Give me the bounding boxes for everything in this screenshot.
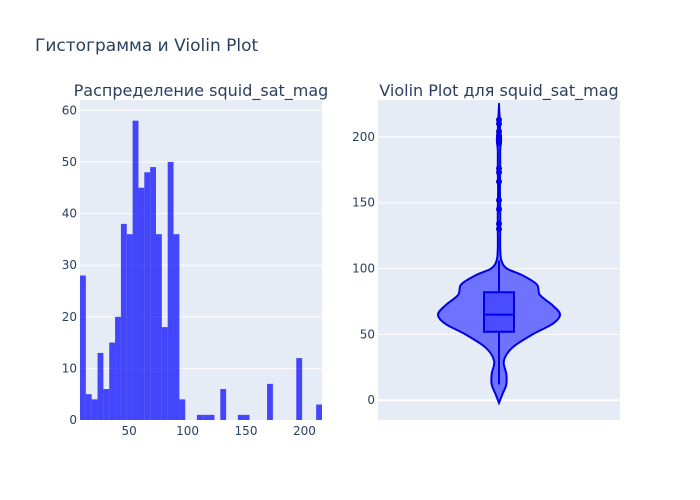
histogram-bar	[196, 414, 203, 420]
violin-y-tick-label: 50	[360, 327, 375, 341]
violin-outlier-point	[496, 128, 502, 135]
histogram-bar	[150, 167, 156, 420]
histogram-bar	[126, 234, 133, 420]
violin-outlier-point	[496, 226, 502, 233]
violin-y-tick-label: 100	[352, 262, 375, 276]
violin-outlier-points	[496, 116, 502, 233]
histogram-bar	[138, 187, 145, 420]
histogram-bar	[115, 316, 121, 420]
histogram-y-tick-label: 50	[62, 155, 77, 169]
histogram-bar	[103, 389, 110, 420]
histogram-bar	[296, 358, 303, 420]
histogram-y-tick-label: 20	[62, 310, 77, 324]
histogram-bar	[173, 234, 180, 420]
violin-outlier-point	[496, 165, 502, 172]
histogram-bar	[316, 404, 322, 420]
violin-y-tick-label: 200	[352, 130, 375, 144]
histogram-bar	[80, 275, 86, 420]
histogram-bar	[120, 223, 127, 420]
violin-outlier-point	[496, 116, 502, 123]
violin-outlier-point	[496, 178, 502, 185]
histogram-bar	[161, 327, 168, 420]
histogram-bar	[85, 394, 92, 420]
histogram-bars	[80, 120, 322, 420]
histogram-bar	[167, 161, 174, 420]
violin-iqr-box	[483, 291, 515, 333]
histogram-bar	[220, 389, 227, 420]
histogram-title: Распределение squid_sat_mag	[74, 81, 329, 101]
histogram-bar	[208, 414, 215, 420]
histogram-bar	[132, 120, 139, 420]
histogram-x-tick-label: 150	[235, 424, 258, 438]
histogram-bar	[202, 414, 209, 420]
histogram-bar	[237, 414, 244, 420]
histogram-bar	[243, 414, 250, 420]
histogram-bar	[109, 342, 116, 420]
violin-shape	[436, 102, 562, 406]
figure-title: Гистограмма и Violin Plot	[35, 36, 259, 56]
histogram-y-tick-label: 30	[62, 258, 77, 272]
violin-outlier-point	[496, 197, 502, 204]
histogram-x-tick-label: 100	[176, 424, 199, 438]
violin-y-tick-label: 150	[352, 196, 375, 210]
violin-y-tick-labels: 0 50 100 150 200	[352, 130, 375, 407]
histogram-y-tick-labels: 0 10 20 30 40 50 60	[62, 103, 77, 427]
violin-body	[436, 102, 562, 406]
violin-panel: 0 50 100 150 200 Violin Plot для squid_sat_m…	[352, 81, 620, 420]
histogram-x-tick-label: 50	[121, 424, 136, 438]
histogram-y-tick-label: 60	[62, 103, 77, 117]
histogram-panel: 0 10 20 30 40 50 60 50 100 150 200 Распределение …	[62, 81, 329, 438]
histogram-x-tick-labels: 50 100 150 200	[121, 424, 315, 438]
histogram-bar	[179, 399, 186, 420]
violin-outlier-point	[496, 220, 502, 227]
violin-title: Violin Plot для squid_sat_mag	[379, 81, 618, 101]
histogram-y-tick-label: 40	[62, 207, 77, 221]
histogram-bar	[97, 352, 104, 420]
histogram-bar	[267, 383, 273, 420]
violin-y-tick-label: 0	[367, 393, 375, 407]
violin-outlier-point	[496, 206, 502, 213]
histogram-x-tick-label: 200	[293, 424, 316, 438]
histogram-bar	[91, 399, 98, 420]
histogram-bar	[155, 234, 162, 420]
histogram-bar	[144, 172, 151, 420]
histogram-y-tick-label: 0	[69, 413, 77, 427]
histogram-y-tick-label: 10	[62, 361, 77, 375]
violin-box	[483, 260, 515, 385]
